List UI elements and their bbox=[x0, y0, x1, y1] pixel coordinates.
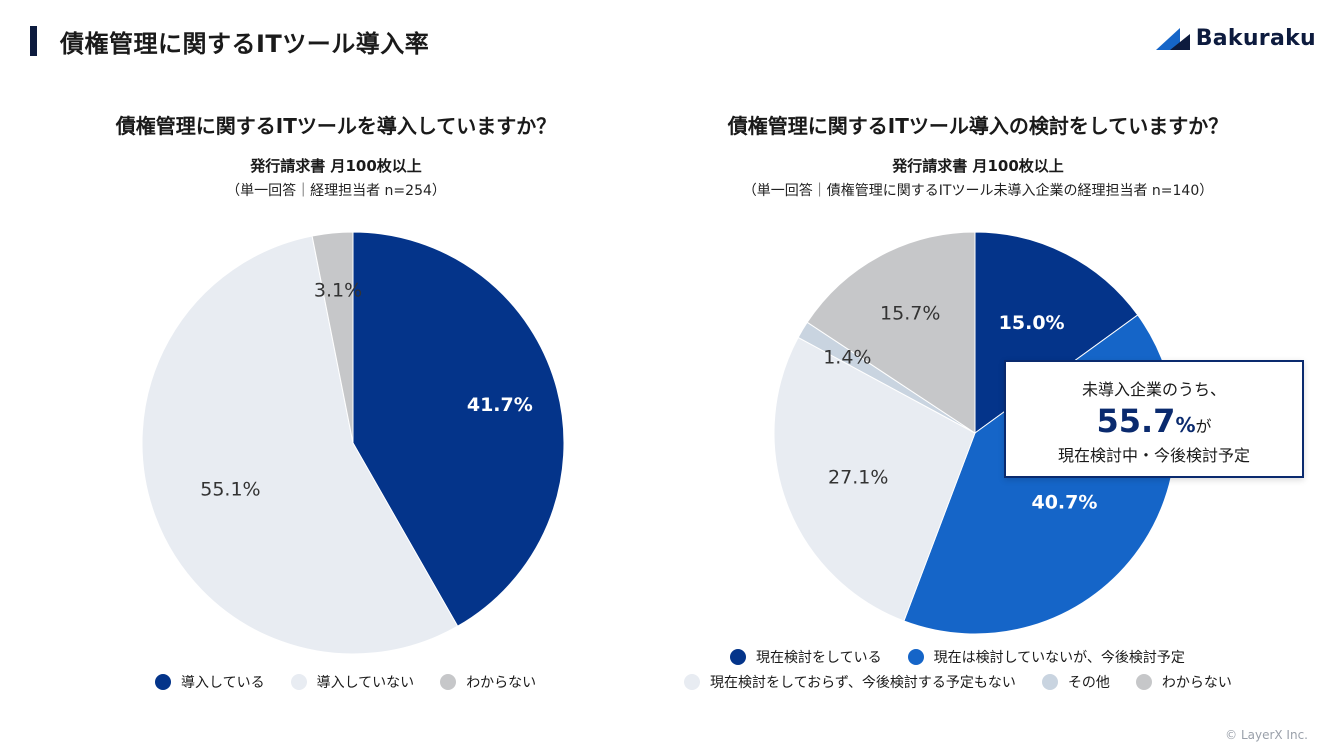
chart-title: 債権管理に関するITツール導入の検討をしていますか？ bbox=[727, 114, 1229, 138]
legend-label: 導入していない bbox=[316, 675, 415, 691]
slice-label: 55.1% bbox=[200, 479, 260, 501]
callout-suffix: が bbox=[1195, 417, 1212, 436]
chart-subtitle: 発行請求書 月100枚以上 bbox=[892, 157, 1064, 175]
legend-swatch bbox=[730, 649, 746, 665]
page-title: 債権管理に関するITツール導入率 bbox=[60, 30, 430, 58]
copyright: © LayerX Inc. bbox=[1225, 728, 1308, 742]
legend-item: わからない bbox=[1135, 672, 1232, 692]
pie-slice bbox=[806, 231, 976, 434]
legend-item: その他 bbox=[1041, 672, 1110, 692]
pie-slice bbox=[311, 231, 354, 444]
legend-swatch bbox=[440, 674, 457, 690]
legend-item: 導入していない bbox=[290, 672, 415, 692]
legend-swatch bbox=[1041, 674, 1058, 690]
callout-value: 55.7 bbox=[1096, 402, 1176, 440]
slice-label: 41.7% bbox=[467, 394, 533, 416]
legend-swatch bbox=[907, 649, 924, 665]
legend-item: 現在は検討していないが、今後検討予定 bbox=[907, 647, 1185, 667]
legend-consideration-row1: 現在検討をしている 現在は検討していないが、今後検討予定 bbox=[730, 647, 1185, 667]
legend-swatch bbox=[155, 674, 171, 690]
legend-item: わからない bbox=[440, 672, 536, 692]
legend-label: 現在検討をしておらず、今後検討する予定もない bbox=[710, 675, 1016, 691]
callout-text: 現在検討中・今後検討予定 bbox=[1057, 446, 1250, 465]
legend-label: 現在検討をしている bbox=[756, 650, 882, 666]
callout-text: 未導入企業のうち、 bbox=[1081, 380, 1226, 399]
legend-item: 導入している bbox=[155, 672, 265, 692]
chart-subtitle: 発行請求書 月100枚以上 bbox=[250, 157, 422, 175]
pie-slice bbox=[773, 336, 976, 622]
chart-title: 債権管理に関するITツールを導入していますか？ bbox=[115, 114, 557, 138]
legend-label: わからない bbox=[466, 675, 537, 691]
callout-highlight: 55.7%が bbox=[1006, 402, 1302, 440]
legend-item: 現在検討をしておらず、今後検討する予定もない bbox=[684, 672, 1016, 692]
legend-adoption: 導入している 導入していない わからない bbox=[155, 672, 536, 692]
chart-note: （単一回答｜経理担当者 n=254） bbox=[226, 183, 446, 199]
slice-label: 15.7% bbox=[880, 303, 940, 325]
legend-label: 導入している bbox=[181, 675, 265, 691]
pie-slice bbox=[141, 235, 459, 655]
slice-label: 15.0% bbox=[999, 312, 1065, 334]
legend-swatch bbox=[290, 674, 307, 690]
chart-panel-adoption: 債権管理に関するITツールを導入していますか？ 発行請求書 月100枚以上 （単… bbox=[0, 110, 672, 200]
legend-item: 現在検討をしている bbox=[730, 647, 882, 667]
slice-label: 40.7% bbox=[1031, 491, 1097, 513]
summary-callout: 未導入企業のうち、 55.7%が 現在検討中・今後検討予定 bbox=[1004, 360, 1304, 478]
pie-chart-adoption: 41.7% 55.1% 3.1% bbox=[141, 231, 565, 655]
chart-panel-consideration: 債権管理に関するITツール導入の検討をしていますか？ 発行請求書 月100枚以上… bbox=[642, 110, 1314, 200]
title-accent-bar bbox=[30, 26, 37, 56]
legend-label: その他 bbox=[1067, 675, 1110, 691]
brand-name: Bakuraku bbox=[1195, 26, 1316, 51]
pie-slice bbox=[352, 231, 565, 627]
slice-label: 27.1% bbox=[828, 467, 888, 489]
legend-consideration-row2: 現在検討をしておらず、今後検討する予定もない その他 わからない bbox=[684, 672, 1232, 692]
legend-label: 現在は検討していないが、今後検討予定 bbox=[933, 650, 1185, 666]
slice-label: 1.4% bbox=[823, 347, 871, 369]
bakuraku-logo-icon bbox=[1155, 27, 1190, 50]
slice-label: 3.1% bbox=[314, 280, 362, 302]
brand-logo: Bakuraku bbox=[1155, 26, 1316, 51]
chart-note: （単一回答｜債権管理に関するITツール未導入企業の経理担当者 n=140） bbox=[742, 183, 1214, 199]
legend-swatch bbox=[684, 674, 700, 690]
callout-unit: % bbox=[1175, 413, 1196, 437]
legend-label: わからない bbox=[1161, 675, 1232, 691]
legend-swatch bbox=[1135, 674, 1152, 690]
